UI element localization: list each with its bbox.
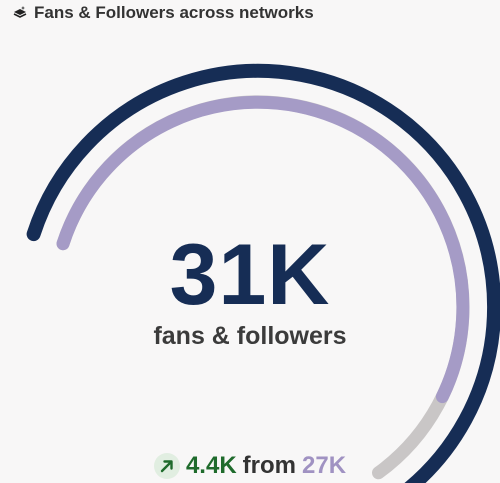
trend-summary: 4.4K from 27K	[0, 449, 500, 483]
change-value: 4.4K	[185, 452, 237, 479]
layers-icon	[12, 5, 28, 21]
widget-header: Fans & Followers across networks	[12, 2, 314, 24]
previous-value: 27K	[302, 452, 347, 479]
from-label: from	[242, 452, 296, 479]
gauge-outer-arc	[26, 63, 500, 483]
gauge-inner-fill	[56, 95, 470, 404]
total-fans-label: fans & followers	[153, 322, 347, 350]
total-fans-value: 31K	[169, 227, 331, 323]
arrow-up-right-icon	[153, 453, 180, 479]
widget-title: Fans & Followers across networks	[34, 3, 314, 22]
